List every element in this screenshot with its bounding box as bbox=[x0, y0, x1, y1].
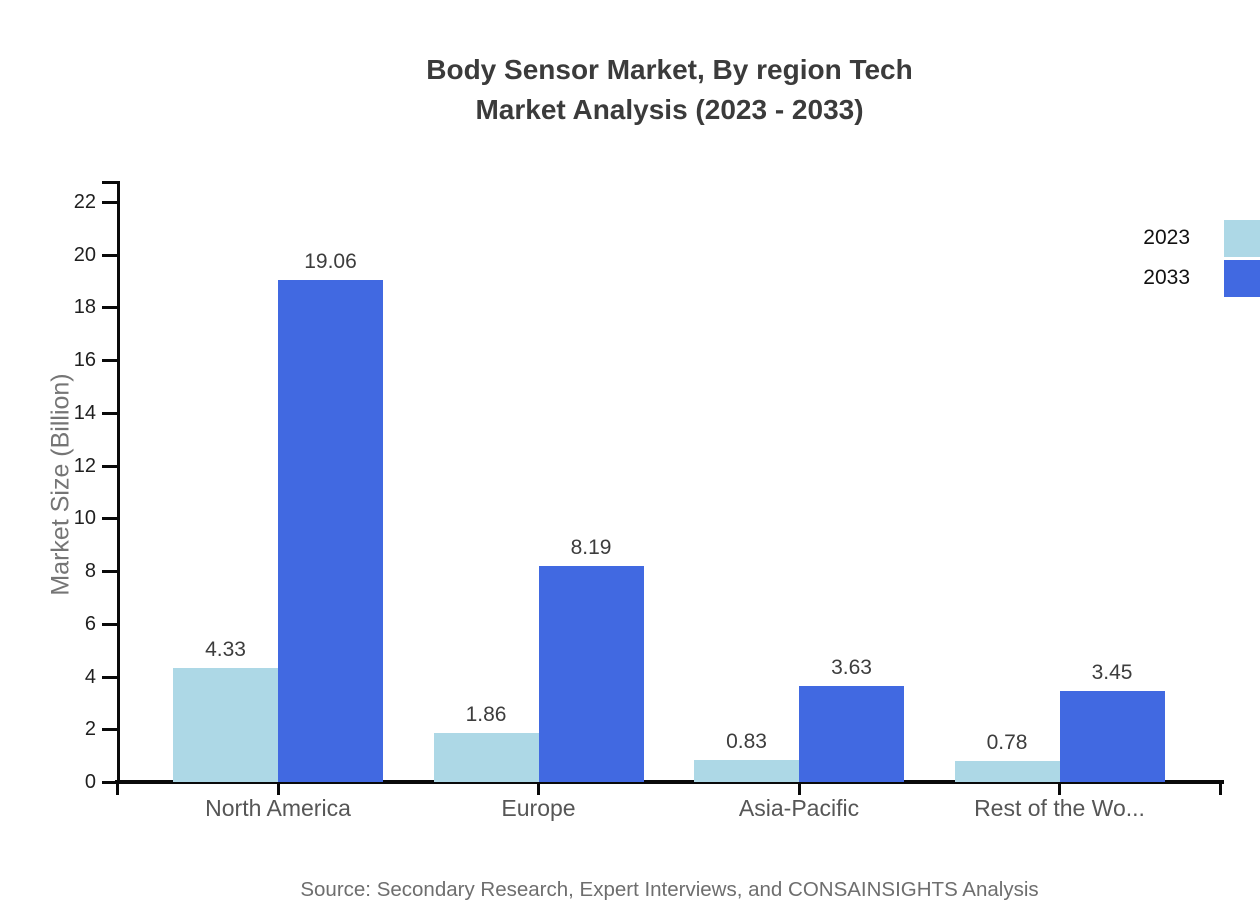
y-tick-label: 10 bbox=[73, 507, 96, 530]
x-tick bbox=[797, 781, 801, 795]
legend-item-2033: 2033 bbox=[1060, 258, 1260, 298]
source-note: Source: Secondary Research, Expert Inter… bbox=[300, 878, 1039, 901]
bar-value-label: 0.83 bbox=[726, 730, 767, 754]
y-tick bbox=[102, 253, 117, 257]
y-tick bbox=[102, 622, 117, 626]
bar-value-label: 4.33 bbox=[205, 637, 246, 661]
x-tick bbox=[276, 781, 280, 795]
legend-swatch-2023 bbox=[1224, 220, 1260, 257]
legend-label-2023: 2023 bbox=[1143, 226, 1190, 249]
x-axis-line bbox=[115, 780, 1224, 784]
y-tick-label: 20 bbox=[73, 243, 96, 266]
y-tick-label: 0 bbox=[84, 771, 96, 793]
bar-2033-europe bbox=[538, 566, 644, 782]
bar-value-label: 1.86 bbox=[465, 702, 507, 726]
bar-2023-rest-of-the-wo bbox=[954, 761, 1060, 782]
bar-value-label: 19.06 bbox=[304, 249, 357, 273]
bar-2033-rest-of-the-wo bbox=[1059, 691, 1165, 782]
chart-title-line2: Market Analysis (2023 - 2033) bbox=[475, 94, 864, 125]
bar-2033-north-america bbox=[278, 279, 383, 782]
y-tick-label: 6 bbox=[84, 612, 96, 635]
bar-value-label: 0.78 bbox=[986, 731, 1028, 755]
x-tick bbox=[1058, 781, 1061, 795]
y-tick-label: 8 bbox=[84, 560, 96, 583]
bar-value-label: 3.63 bbox=[831, 656, 872, 680]
y-tick-label: 16 bbox=[73, 349, 96, 372]
bar-value-label: 3.45 bbox=[1091, 661, 1133, 685]
y-tick bbox=[102, 781, 117, 784]
y-axis-top-cap bbox=[102, 181, 120, 184]
legend-item-2023: 2023 bbox=[1060, 218, 1260, 258]
y-tick bbox=[102, 570, 117, 574]
y-tick bbox=[102, 411, 117, 415]
y-tick bbox=[102, 306, 117, 310]
y-tick bbox=[102, 359, 117, 363]
bar-2033-asia-pacific bbox=[799, 686, 904, 782]
y-tick bbox=[102, 517, 117, 521]
y-tick-label: 22 bbox=[73, 191, 96, 213]
legend-label-2033: 2033 bbox=[1143, 266, 1190, 289]
x-category-label-asia-pacific: Asia-Pacific bbox=[738, 795, 860, 821]
x-category-label-north-america: North America bbox=[205, 795, 351, 821]
legend-swatch-2033 bbox=[1224, 260, 1260, 297]
x-axis-left-cap bbox=[116, 780, 119, 795]
x-axis-right-cap bbox=[1219, 780, 1222, 795]
y-tick-label: 14 bbox=[73, 401, 96, 424]
y-tick bbox=[102, 464, 117, 468]
chart-title: Body Sensor Market, By region Tech Marke… bbox=[117, 50, 1222, 130]
y-tick bbox=[102, 728, 117, 732]
y-tick bbox=[102, 201, 117, 204]
y-axis-line bbox=[117, 182, 120, 783]
y-tick-label: 12 bbox=[73, 454, 96, 477]
x-category-label-europe: Europe bbox=[501, 795, 576, 821]
y-tick-label: 4 bbox=[84, 665, 96, 688]
y-tick-label: 2 bbox=[84, 718, 96, 741]
bar-value-label: 8.19 bbox=[570, 536, 612, 560]
bar-2023-asia-pacific bbox=[694, 760, 799, 782]
bar-2023-europe bbox=[433, 732, 539, 782]
x-tick bbox=[537, 781, 540, 795]
x-category-label-rest-of-the-wo: Rest of the Wo... bbox=[974, 795, 1145, 821]
y-tick bbox=[102, 675, 117, 679]
chart-title-line1: Body Sensor Market, By region Tech bbox=[426, 54, 913, 85]
y-tick-label: 18 bbox=[73, 296, 96, 319]
bar-2023-north-america bbox=[173, 667, 278, 782]
